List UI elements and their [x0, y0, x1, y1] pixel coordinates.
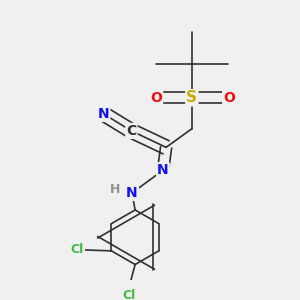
- Text: H: H: [110, 183, 120, 196]
- Text: Cl: Cl: [71, 244, 84, 256]
- Text: C: C: [126, 124, 136, 138]
- Text: N: N: [157, 163, 169, 177]
- Text: N: N: [98, 107, 109, 121]
- Text: Cl: Cl: [122, 289, 136, 300]
- Text: N: N: [126, 186, 138, 200]
- Text: O: O: [223, 91, 235, 105]
- Text: O: O: [150, 91, 162, 105]
- Text: S: S: [186, 90, 197, 105]
